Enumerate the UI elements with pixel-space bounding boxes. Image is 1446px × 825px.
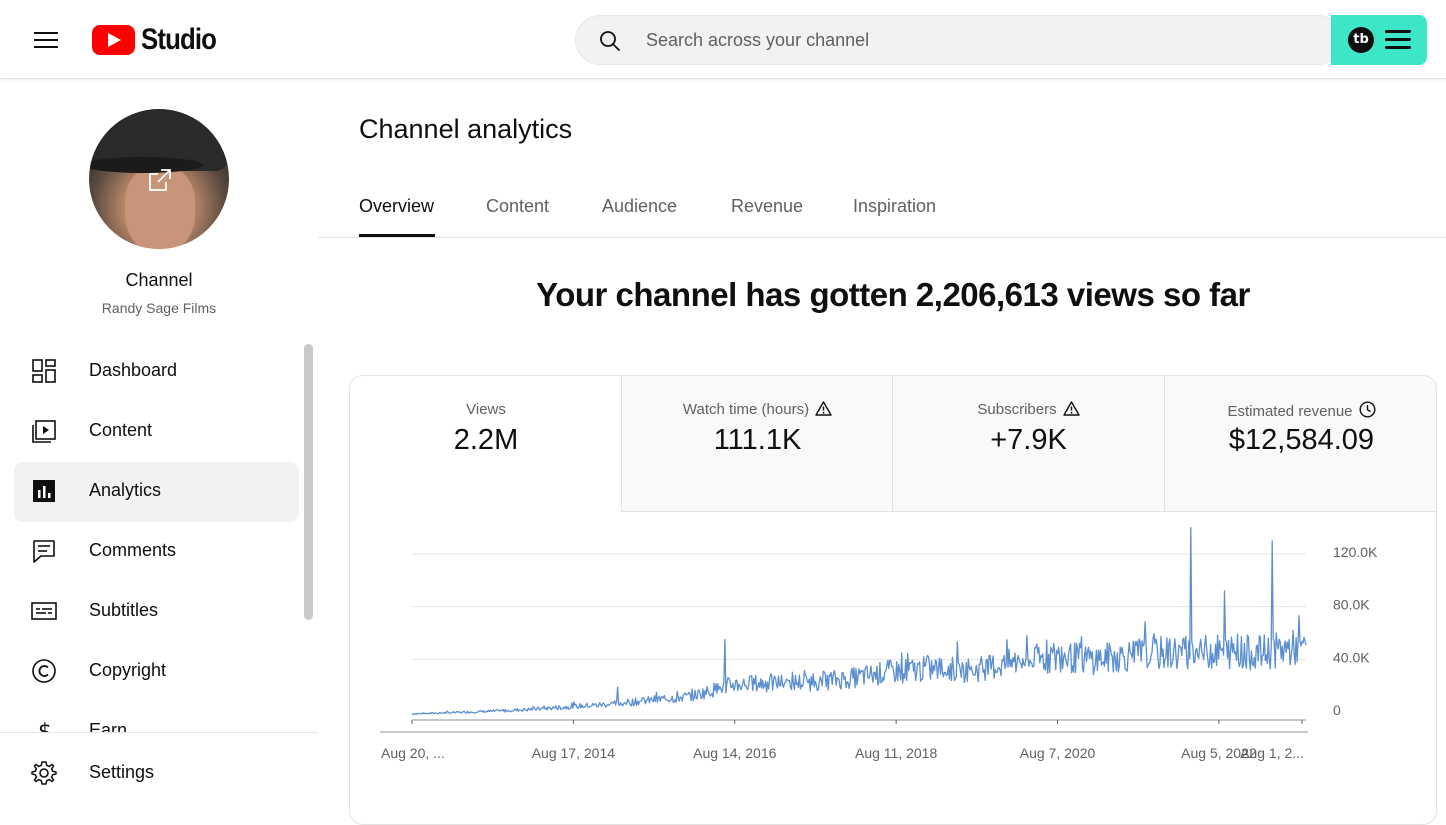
sidebar-nav: Dashboard Content Analytics (14, 342, 299, 732)
youtube-studio-logo[interactable]: Studio (92, 20, 228, 60)
analytics-icon (33, 480, 55, 502)
channel-name: Randy Sage Films (101, 300, 217, 316)
x-tick-label: Aug 5, 2022 (1181, 745, 1257, 761)
tab-audience[interactable]: Audience (602, 196, 678, 216)
sidebar-scrollbar[interactable] (304, 344, 313, 620)
sidebar-item-copyright[interactable]: Copyright (14, 642, 299, 702)
metric-label: Estimated revenue (1227, 403, 1353, 420)
metric-estimated-revenue[interactable]: Estimated revenue $12,584.09 (1164, 376, 1436, 512)
metric-value: 111.1K (713, 424, 802, 456)
sidebar-item-content[interactable]: Content (14, 402, 299, 462)
metric-label: Subscribers (977, 401, 1057, 418)
overview-card: Views 2.2M Watch time (hours) 111.1K Sub… (349, 375, 1437, 825)
tab-inspiration[interactable]: Inspiration (853, 196, 937, 216)
y-tick-label: 120.0K (1333, 544, 1378, 560)
sidebar-item-label: Dashboard (89, 360, 178, 380)
tab-revenue[interactable]: Revenue (731, 196, 804, 216)
menu-icon[interactable] (26, 22, 66, 58)
main-content: Channel analytics Overview Content Audie… (318, 80, 1446, 825)
gear-icon (31, 761, 57, 785)
tab-content[interactable]: Content (486, 196, 550, 216)
x-tick-label: Aug 11, 2018 (855, 745, 937, 761)
channel-avatar[interactable] (89, 109, 229, 249)
tubebuddy-button[interactable]: tb (1331, 15, 1427, 65)
x-tick-label: Aug 17, 2014 (532, 745, 616, 761)
x-tick-label: Aug 1, 2... (1240, 745, 1304, 761)
metric-views[interactable]: Views 2.2M (350, 376, 622, 512)
metric-label: Watch time (hours) (682, 401, 810, 418)
logo-text: Studio (141, 23, 217, 56)
sidebar-item-subtitles[interactable]: Subtitles (14, 582, 299, 642)
search-icon[interactable] (598, 29, 622, 53)
y-tick-label: 40.0K (1333, 649, 1370, 665)
svg-text:$: $ (38, 720, 52, 732)
warning-icon[interactable] (1062, 401, 1080, 416)
sidebar-item-label: Earn (89, 720, 128, 732)
clock-icon[interactable] (1359, 401, 1376, 418)
youtube-play-icon (92, 25, 135, 55)
metric-tabs: Views 2.2M Watch time (hours) 111.1K Sub… (350, 376, 1436, 512)
sidebar-item-label: Analytics (89, 480, 162, 500)
search-bar[interactable] (575, 15, 1343, 65)
analytics-tabs: Overview Content Audience Revenue Inspir… (318, 186, 1446, 238)
top-bar: Studio tb (0, 0, 1446, 79)
dashboard-icon (32, 359, 56, 383)
earn-icon: $ (38, 720, 52, 732)
tubebuddy-menu-icon (1385, 30, 1411, 50)
views-line-chart[interactable]: 0 40.0K 80.0K 120.0K Aug 20, ... Aug 17, 2014… (350, 512, 1437, 825)
x-tick-label: Aug 14, 2016 (693, 745, 777, 761)
sidebar-item-label: Subtitles (89, 600, 159, 620)
sidebar-item-comments[interactable]: Comments (14, 522, 299, 582)
search-input[interactable] (646, 16, 1286, 64)
sidebar-item-label: Comments (89, 540, 177, 560)
sidebar-item-earn[interactable]: $ Earn (14, 702, 299, 732)
sidebar-item-analytics[interactable]: Analytics (14, 462, 299, 522)
metric-subscribers[interactable]: Subscribers +7.9K (892, 376, 1164, 512)
sidebar-item-settings[interactable]: Settings (0, 732, 318, 810)
comments-icon (33, 540, 55, 563)
metric-value: 2.2M (453, 424, 519, 456)
warning-icon[interactable] (815, 401, 832, 416)
channel-label: Channel (125, 270, 193, 290)
settings-label: Settings (89, 762, 155, 782)
tubebuddy-logo: tb (1348, 27, 1374, 53)
x-tick-label: Aug 7, 2020 (1020, 745, 1096, 761)
sidebar: Channel Randy Sage Films Dashboard Conte… (0, 80, 318, 810)
total-views-headline: Your channel has gotten 2,206,613 views … (536, 276, 1250, 313)
sidebar-item-label: Content (89, 420, 153, 440)
copyright-icon (32, 659, 56, 683)
x-tick-label: Aug 20, ... (381, 745, 445, 761)
y-tick-label: 80.0K (1333, 597, 1370, 613)
views-series-line (411, 527, 1307, 715)
metric-value: +7.9K (990, 424, 1067, 456)
views-chart: 0 40.0K 80.0K 120.0K Aug 20, ... Aug 17, 2014… (350, 512, 1437, 825)
metric-value: $12,584.09 (1228, 424, 1375, 456)
tab-overview[interactable]: Overview (359, 196, 435, 216)
content-icon (32, 420, 56, 443)
external-link-icon (149, 169, 171, 191)
y-tick-label: 0 (1333, 702, 1341, 718)
metric-watch-time[interactable]: Watch time (hours) 111.1K (621, 376, 893, 512)
active-tab-indicator (359, 234, 435, 237)
page-title: Channel analytics (359, 114, 573, 144)
sidebar-item-label: Copyright (89, 660, 167, 680)
metric-label: Views (466, 401, 506, 418)
subtitles-icon (31, 602, 57, 620)
sidebar-item-dashboard[interactable]: Dashboard (14, 342, 299, 402)
